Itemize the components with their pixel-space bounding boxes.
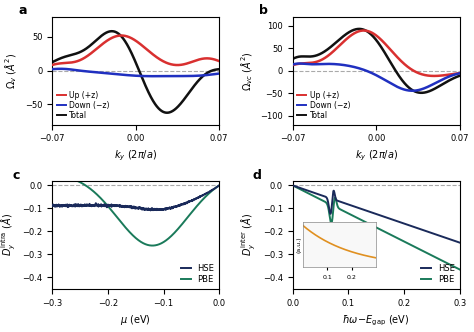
X-axis label: $k_y$ $(2\pi/a)$: $k_y$ $(2\pi/a)$ [355, 149, 398, 163]
Y-axis label: $D_y^{\mathrm{inter}}$ ($\AA$): $D_y^{\mathrm{inter}}$ ($\AA$) [239, 213, 257, 256]
X-axis label: $\hbar\omega\!-\!E_{\mathrm{gap}}$ (eV): $\hbar\omega\!-\!E_{\mathrm{gap}}$ (eV) [343, 313, 410, 327]
Legend: Up (+z), Down (−z), Total: Up (+z), Down (−z), Total [56, 90, 110, 121]
Text: d: d [253, 169, 262, 182]
Legend: HSE, PBE: HSE, PBE [420, 263, 456, 285]
Y-axis label: $D_y^{\mathrm{intra}}$ ($\AA$): $D_y^{\mathrm{intra}}$ ($\AA$) [0, 213, 17, 256]
Text: c: c [12, 169, 19, 182]
Text: a: a [19, 4, 27, 18]
Legend: HSE, PBE: HSE, PBE [180, 263, 215, 285]
Y-axis label: $\Omega_v$ ($\AA^2$): $\Omega_v$ ($\AA^2$) [4, 52, 19, 89]
X-axis label: $\mu$ (eV): $\mu$ (eV) [120, 313, 151, 327]
Legend: Up (+z), Down (−z), Total: Up (+z), Down (−z), Total [297, 90, 351, 121]
Y-axis label: $\Omega_{vc}$ ($\AA^2$): $\Omega_{vc}$ ($\AA^2$) [239, 51, 255, 91]
Text: b: b [259, 4, 268, 18]
X-axis label: $k_y$ $(2\pi/a)$: $k_y$ $(2\pi/a)$ [114, 149, 157, 163]
